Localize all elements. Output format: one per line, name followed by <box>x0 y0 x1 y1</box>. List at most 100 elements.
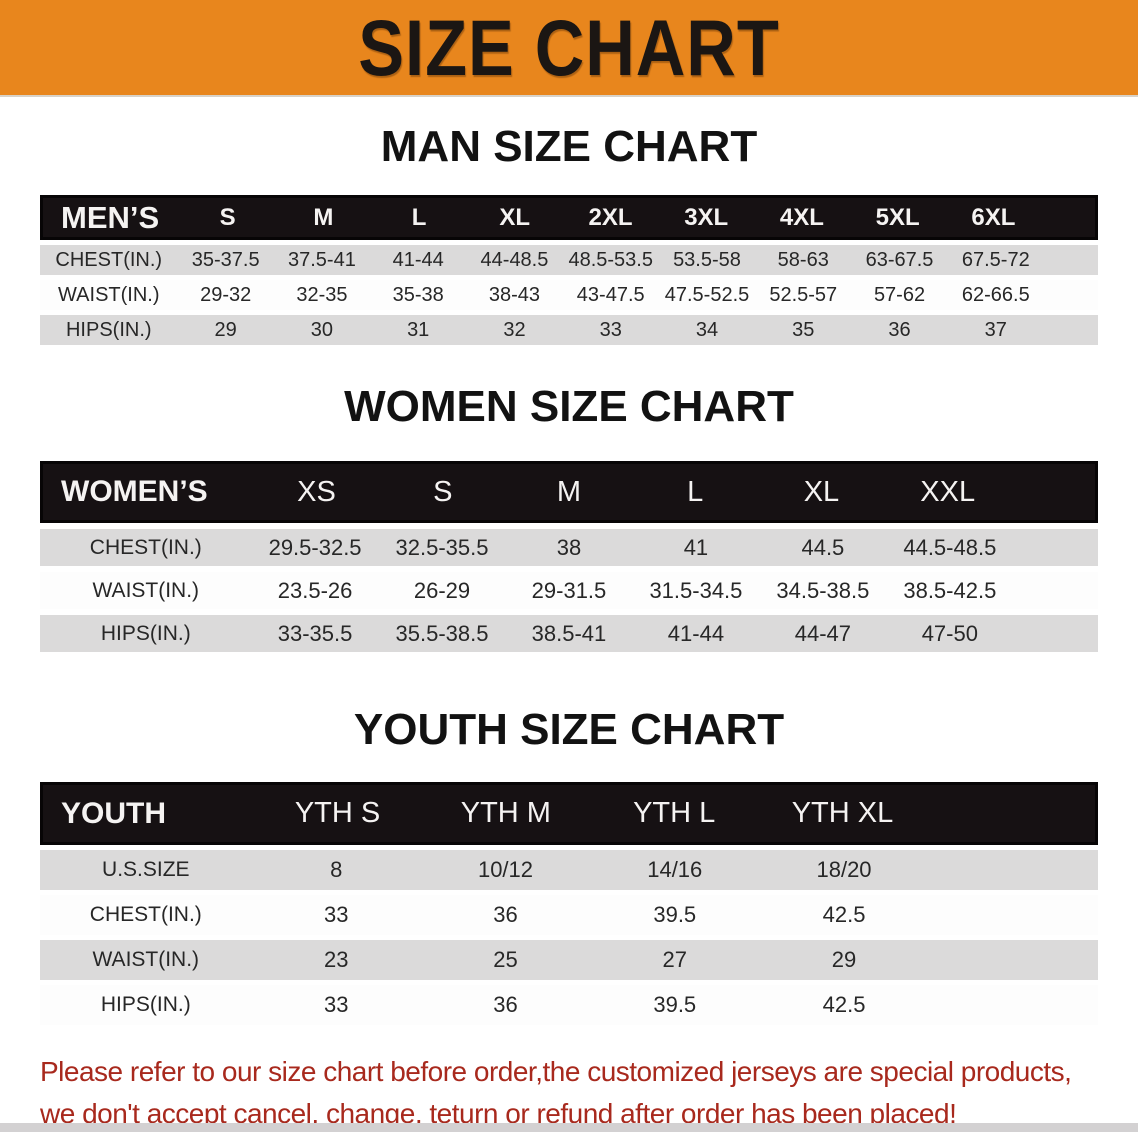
size-value-cell: 36 <box>888 318 911 341</box>
size-value-cell: 58-63 <box>777 248 829 271</box>
column-header: S <box>219 203 236 231</box>
row-label: U.S.SIZE <box>102 858 190 881</box>
size-table-womens: WOMEN’S XS S M L XL XXL CHEST(IN.) 29.5-32.5 32.5… <box>40 461 1098 652</box>
column-header: 5XL <box>875 203 920 231</box>
column-header: M <box>313 203 334 231</box>
size-value-cell: 23 <box>323 947 349 972</box>
size-value-cell: 41-44 <box>667 620 725 646</box>
column-header: XXL <box>920 475 976 508</box>
size-value-cell: 44-48.5 <box>480 248 549 271</box>
column-header: XL <box>499 203 531 231</box>
size-value-cell: 62-66.5 <box>961 283 1030 306</box>
table-header-womens: WOMEN’S XS S M L XL XXL <box>40 461 1098 523</box>
size-value-cell: 34.5-38.5 <box>776 577 870 603</box>
table-row: HIPS(IN.) 29 30 31 32 33 34 35 36 37 <box>40 315 1098 345</box>
size-value-cell: 32-35 <box>296 283 348 306</box>
table-header-label: YOUTH <box>61 796 166 830</box>
size-value-cell: 47.5-52.5 <box>664 283 750 306</box>
column-header: YTH M <box>460 797 551 829</box>
table-row: CHEST(IN.) 29.5-32.5 32.5-35.5 38 41 44.5 44.5… <box>40 529 1098 566</box>
row-label: WAIST(IN.) <box>92 578 200 602</box>
size-value-cell: 63-67.5 <box>865 248 934 271</box>
size-value-cell: 39.5 <box>653 992 697 1017</box>
row-label: WAIST(IN.) <box>58 283 160 306</box>
size-value-cell: 35-38 <box>392 283 444 306</box>
size-value-cell: 42.5 <box>822 902 866 927</box>
disclaimer-line-1: Please refer to our size chart before or… <box>40 1056 1072 1087</box>
row-label: HIPS(IN.) <box>100 993 191 1016</box>
table-header-mens: MEN’S S M L XL 2XL 3XL 4XL 5XL 6XL <box>40 195 1098 240</box>
size-value-cell: 31 <box>407 318 430 341</box>
size-value-cell: 33-35.5 <box>277 620 353 646</box>
table-row: U.S.SIZE 8 10/12 14/16 18/20 <box>40 850 1098 890</box>
column-header: 3XL <box>684 203 729 231</box>
size-value-cell: 41-44 <box>392 248 444 271</box>
size-chart-sections: MAN SIZE CHART MEN’S S M L XL 2XL 3XL 4XL 5XL 6XL C… <box>0 122 1138 1025</box>
size-value-cell: 26-29 <box>413 577 471 603</box>
size-value-cell: 25 <box>493 947 518 972</box>
column-header: L <box>687 475 704 508</box>
banner-title: SIZE CHART <box>358 3 780 92</box>
size-value-cell: 67.5-72 <box>961 248 1030 271</box>
size-value-cell: 48.5-53.5 <box>568 248 653 271</box>
size-value-cell: 42.5 <box>822 992 866 1017</box>
size-value-cell: 44-47 <box>794 620 852 646</box>
size-value-cell: 29-31.5 <box>531 577 607 603</box>
table-row: WAIST(IN.) 23 25 27 29 <box>40 940 1098 980</box>
size-value-cell: 29.5-32.5 <box>268 534 362 560</box>
row-label: HIPS(IN.) <box>65 318 152 341</box>
section-heading-youth: YOUTH SIZE CHART <box>353 705 785 754</box>
size-value-cell: 38.5-42.5 <box>903 577 997 603</box>
size-value-cell: 8 <box>330 857 343 882</box>
section-heading-mens: MAN SIZE CHART <box>380 122 758 171</box>
row-label: CHEST(IN.) <box>55 248 163 271</box>
table-row: HIPS(IN.) 33 36 39.5 42.5 <box>40 985 1098 1025</box>
row-label: CHEST(IN.) <box>89 903 202 926</box>
column-header: 6XL <box>971 203 1016 231</box>
size-table-mens: MEN’S S M L XL 2XL 3XL 4XL 5XL 6XL CHEST(IN.) 35-37… <box>40 195 1098 345</box>
size-value-cell: 14/16 <box>647 857 703 882</box>
size-value-cell: 30 <box>310 318 334 341</box>
table-row: CHEST(IN.) 35-37.5 37.5-41 41-44 44-48.5 48.5… <box>40 245 1098 275</box>
bottom-border-strip <box>0 1123 1138 1132</box>
section-heading-womens: WOMEN SIZE CHART <box>344 382 794 431</box>
column-header: XS <box>297 475 336 508</box>
size-value-cell: 29 <box>214 318 237 341</box>
size-value-cell: 32 <box>503 318 526 341</box>
table-header-label: MEN’S <box>61 199 160 235</box>
size-value-cell: 29-32 <box>200 283 252 306</box>
size-value-cell: 33 <box>599 318 622 341</box>
size-value-cell: 39.5 <box>653 902 697 927</box>
column-header: 4XL <box>779 203 824 231</box>
disclaimer-text: Please refer to our size chart before or… <box>40 1051 1138 1135</box>
size-value-cell: 44.5-48.5 <box>903 534 997 560</box>
size-chart-banner: SIZE CHART <box>0 0 1138 97</box>
column-header: XL <box>803 475 840 508</box>
size-value-cell: 36 <box>493 992 518 1017</box>
size-value-cell: 47-50 <box>921 620 978 646</box>
size-value-cell: 37 <box>984 318 1007 341</box>
size-value-cell: 41 <box>683 534 709 560</box>
size-value-cell: 18/20 <box>816 857 872 882</box>
size-value-cell: 10/12 <box>477 857 534 882</box>
size-value-cell: 35 <box>792 318 815 341</box>
size-value-cell: 36 <box>493 902 518 927</box>
size-value-cell: 23.5-26 <box>277 577 353 603</box>
size-value-cell: 35.5-38.5 <box>395 620 489 646</box>
size-value-cell: 44.5 <box>801 534 845 560</box>
size-value-cell: 38.5-41 <box>531 620 607 646</box>
size-value-cell: 31.5-34.5 <box>649 577 743 603</box>
column-header: YTH S <box>294 797 381 829</box>
table-row: WAIST(IN.) 29-32 32-35 35-38 38-43 43-47.5 47.… <box>40 280 1098 310</box>
size-value-cell: 38 <box>556 534 582 560</box>
table-header-youth: YOUTH YTH S YTH M YTH L YTH XL <box>40 782 1098 845</box>
table-row: HIPS(IN.) 33-35.5 35.5-38.5 38.5-41 41-44 44-… <box>40 615 1098 652</box>
size-table-youth: YOUTH YTH S YTH M YTH L YTH XL U.S.SIZE 8 10/12… <box>40 782 1098 1025</box>
size-value-cell: 35-37.5 <box>191 248 260 271</box>
row-label: CHEST(IN.) <box>89 535 202 559</box>
column-header: YTH L <box>633 797 716 829</box>
size-value-cell: 32.5-35.5 <box>395 534 489 560</box>
size-value-cell: 27 <box>662 947 687 972</box>
size-value-cell: 43-47.5 <box>576 283 645 306</box>
